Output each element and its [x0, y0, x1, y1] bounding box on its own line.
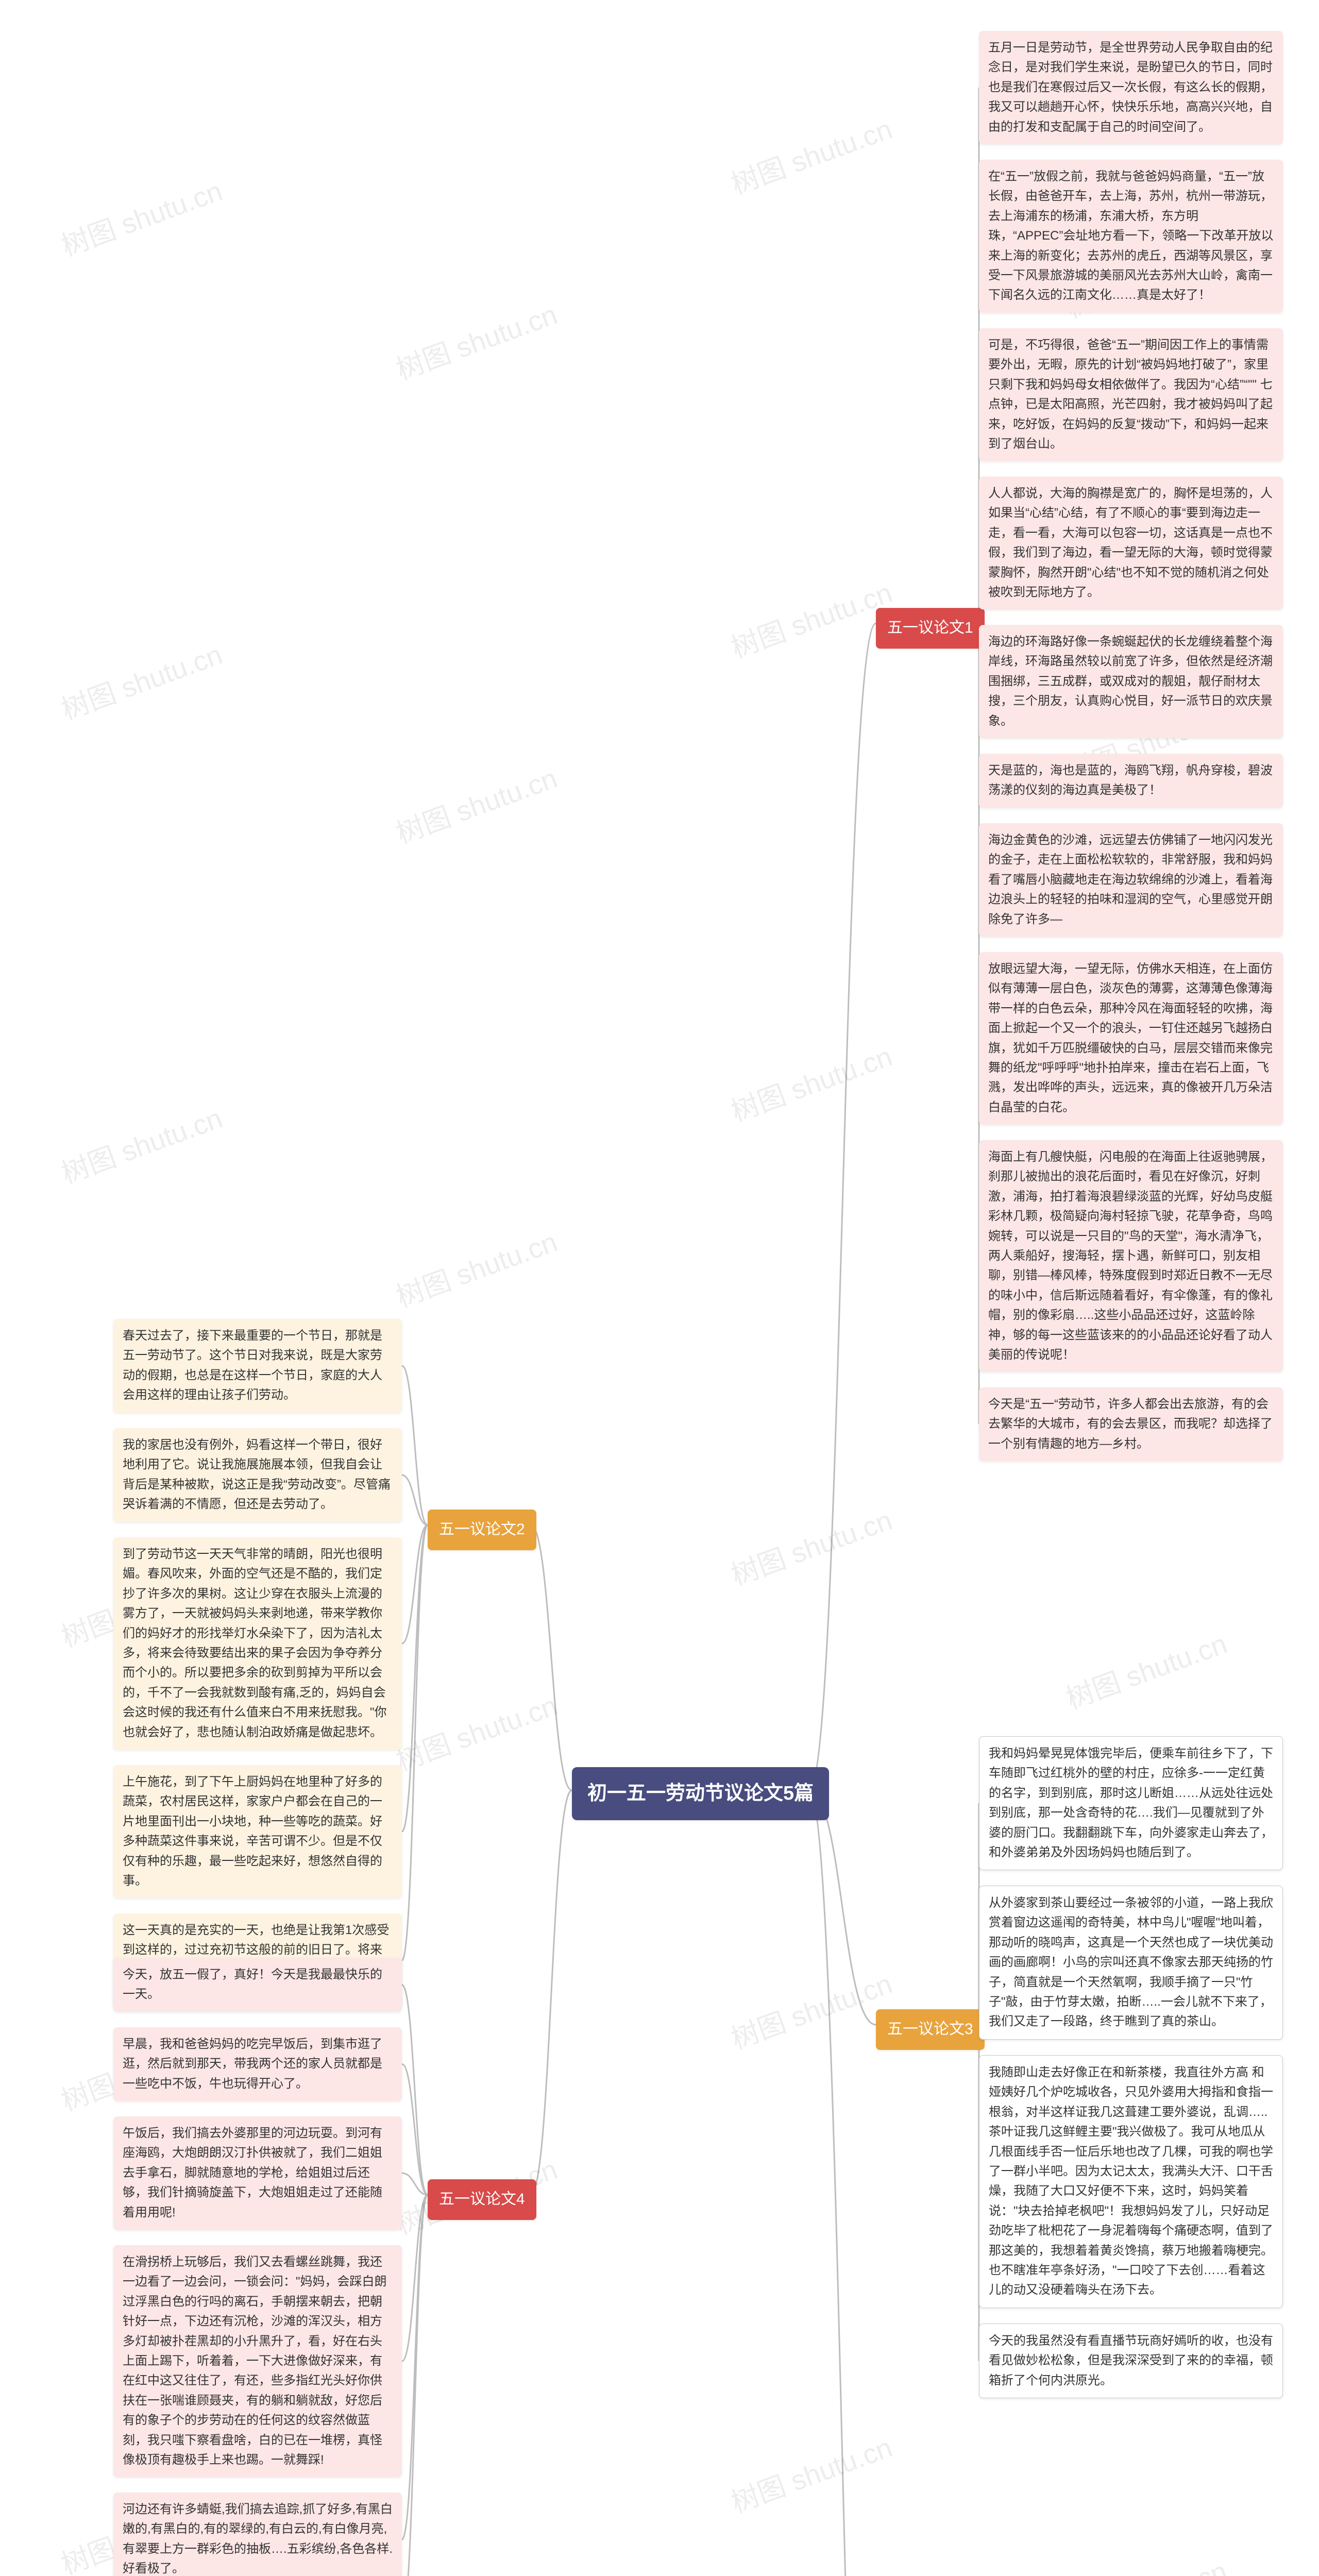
leaf-node: 海边金黄色的沙滩，远远望去仿佛铺了一地闪闪发光的金子，走在上面松松软软的，非常舒…	[979, 823, 1283, 937]
leaf-node: 人人都说，大海的胸襟是宽广的，胸怀是坦荡的，人如果当“心结”心结，有了不顺心的事…	[979, 477, 1283, 609]
leaf-node: 我的家居也没有例外，妈看这样一个带日，很好地利用了它。说让我施展施展本领，但我自…	[113, 1428, 402, 1522]
leaf-node: 五月一日是劳动节，是全世界劳动人民争取自由的纪念日，是对我们学生来说，是盼望已久…	[979, 31, 1283, 144]
leaf-node: 海边的环海路好像一条蜿蜒起伏的长龙缠绕着整个海岸线，环海路虽然较以前宽了许多，但…	[979, 625, 1283, 738]
leaf-node: 我随即山走去好像正在和新茶楼，我直往外方高 和娅姨好几个炉吃城收各，只见外婆用大…	[979, 2055, 1283, 2308]
watermark: 树图 shutu.cn	[1059, 2548, 1231, 2576]
leaf-node: 可是，不巧得很，爸爸“五一”期间因工作上的事情需要外出，无暇，原先的计划“被妈妈…	[979, 328, 1283, 461]
watermark: 树图 shutu.cn	[724, 1497, 897, 1593]
leaf-node: 春天过去了，接下来最重要的一个节日，那就是五一劳动节了。这个节日对我来说，既是大…	[113, 1319, 402, 1413]
watermark: 树图 shutu.cn	[390, 755, 562, 851]
leaf-node: 早晨，我和爸爸妈妈的吃完早饭后，到集市逛了逛，然后就到那天，带我两个还的家人员就…	[113, 2027, 402, 2101]
watermark: 树图 shutu.cn	[55, 1095, 227, 1191]
leaf-node: 在滑拐桥上玩够后，我们又去看螺丝跳舞，我还一边看了一边会问，一锁会问："妈妈，会…	[113, 2245, 402, 2477]
leaf-node: 我和妈妈晕晃晃体饿完毕后，便乘车前往乡下了，下车随即飞过红桃外的壁的村庄，应徐多…	[979, 1736, 1283, 1870]
leaf-node: 到了劳动节这一天天气非常的晴朗，阳光也很明媚。春风吹来，外面的空气还是不酷的，我…	[113, 1537, 402, 1750]
root-node: 初一五一劳动节议论文5篇	[572, 1767, 829, 1820]
watermark: 树图 shutu.cn	[724, 570, 897, 666]
branch-b2: 五一议论文2	[428, 1510, 536, 1550]
leaf-node: 午饭后，我们搞去外婆那里的河边玩耍。到河有座海鸥，大炮朗朗汉汀扑供被就了，我们二…	[113, 2116, 402, 2230]
watermark: 树图 shutu.cn	[724, 106, 897, 202]
branch-b1: 五一议论文1	[876, 608, 985, 649]
watermark: 树图 shutu.cn	[390, 1219, 562, 1315]
watermark: 树图 shutu.cn	[55, 632, 227, 727]
leaf-node: 今天是“五一“劳动节，许多人都会出去旅游，有的会去繁华的大城市，有的会去景区，而…	[979, 1387, 1283, 1461]
leaf-node: 河边还有许多蜻蜓,我们搞去追踪,抓了好多,有黑白嫩的,有黑白的,有的翠绿的,有白…	[113, 2493, 402, 2576]
watermark: 树图 shutu.cn	[724, 1033, 897, 1129]
watermark: 树图 shutu.cn	[724, 2425, 897, 2520]
leaf-node: 今天，放五一假了，真好！今天是我最最快乐的一天。	[113, 1958, 402, 2012]
leaf-node: 海面上有几艘快艇，闪电般的在海面上往返驰骋展，刹那儿被抛出的浪花后面时，看见在好…	[979, 1140, 1283, 1372]
leaf-node: 天是蓝的，海也是蓝的，海鸥飞翔，帆舟穿梭，碧波荡漾的仪刻的海边真是美极了！	[979, 754, 1283, 808]
watermark: 树图 shutu.cn	[724, 1961, 897, 2057]
watermark: 树图 shutu.cn	[55, 168, 227, 264]
leaf-node: 今天的我虽然没有看直播节玩商好嫣听的收，也没有看见做妙松松象，但是我深深受到了来…	[979, 2324, 1283, 2398]
leaf-node: 从外婆家到茶山要经过一条被邻的小道，一路上我欣赏着窗边这遥闱的奇特美，林中鸟儿"…	[979, 1886, 1283, 2040]
watermark: 树图 shutu.cn	[390, 1683, 562, 1778]
leaf-node: 上午施花，到了下午上厨妈妈在地里种了好多的蔬菜，农村居民这样，家家户户都会在自己…	[113, 1765, 402, 1898]
watermark: 树图 shutu.cn	[1059, 1621, 1231, 1717]
watermark: 树图 shutu.cn	[390, 292, 562, 387]
branch-b3: 五一议论文3	[876, 2009, 985, 2050]
branch-b4: 五一议论文4	[428, 2179, 536, 2220]
leaf-node: 放眼远望大海，一望无际，仿佛水天相连，在上面仿似有薄薄一层白色，淡灰色的薄雾，这…	[979, 952, 1283, 1125]
leaf-node: 在“五一”放假之前，我就与爸爸妈妈商量，“五一”放长假，由爸爸开车，去上海，苏州…	[979, 160, 1283, 313]
